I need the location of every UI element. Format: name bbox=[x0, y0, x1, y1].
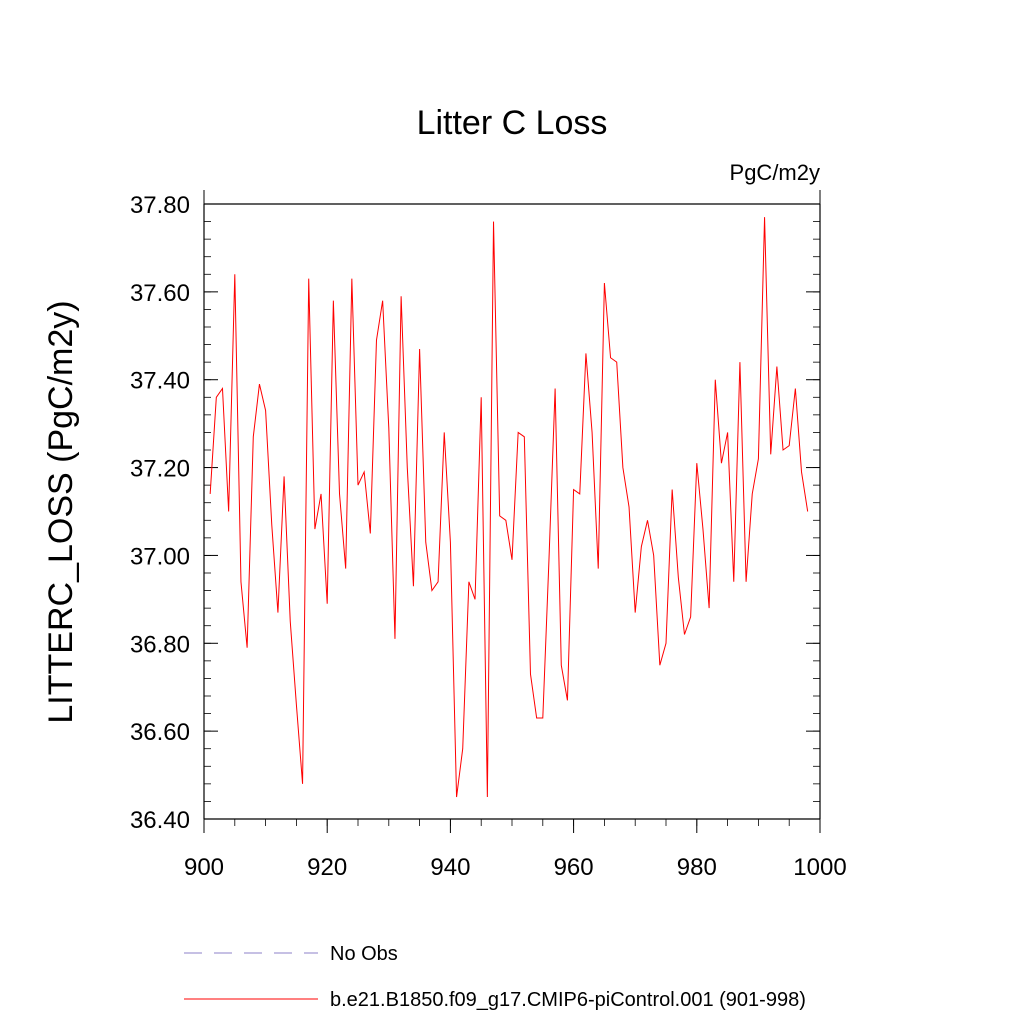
x-tick-label: 1000 bbox=[793, 854, 846, 881]
y-axis-label: LITTERC_LOSS (PgC/m2y) bbox=[42, 300, 80, 723]
units-label: PgC/m2y bbox=[730, 160, 820, 185]
chart-title: Litter C Loss bbox=[417, 104, 608, 142]
tick-marks bbox=[203, 203, 821, 833]
tick-labels: 36.40 36.60 36.80 37.00 37.20 37.40 37.60 37.80… bbox=[130, 192, 847, 881]
x-tick-label: 940 bbox=[430, 854, 470, 881]
series-line bbox=[209, 217, 809, 798]
x-tick-label: 920 bbox=[307, 854, 347, 881]
legend-label: b.e21.B1850.f09_g17.CMIP6-piControl.001 … bbox=[330, 989, 806, 1011]
legend-label: No Obs bbox=[330, 943, 398, 965]
x-tick-label: 900 bbox=[184, 854, 224, 881]
y-tick-label: 36.40 bbox=[130, 807, 190, 834]
axes bbox=[203, 190, 821, 820]
y-tick-label: 37.20 bbox=[130, 456, 190, 483]
legend: No Obs b.e21.B1850.f09_g17.CMIP6-piContro… bbox=[184, 943, 806, 1011]
y-tick-label: 37.60 bbox=[130, 280, 190, 307]
x-tick-label: 980 bbox=[677, 854, 717, 881]
y-tick-label: 37.00 bbox=[130, 543, 190, 570]
plot-series bbox=[209, 217, 809, 798]
x-tick-label: 960 bbox=[554, 854, 594, 881]
y-tick-label: 36.60 bbox=[130, 719, 190, 746]
y-tick-label: 37.80 bbox=[130, 192, 190, 219]
y-tick-label: 37.40 bbox=[130, 368, 190, 395]
y-tick-label: 36.80 bbox=[130, 631, 190, 658]
